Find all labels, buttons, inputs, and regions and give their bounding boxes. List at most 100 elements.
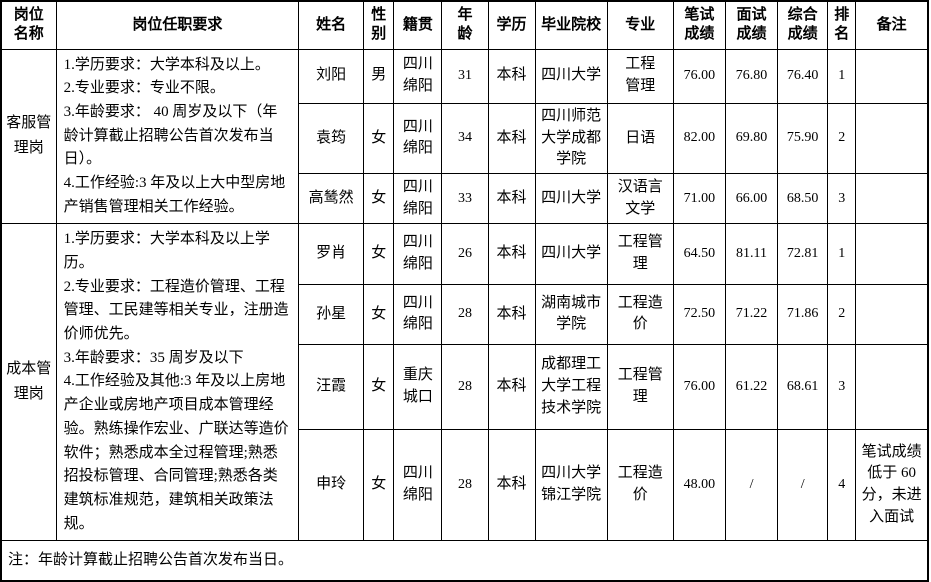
cell-school: 成都理工 大学工程 技术学院 xyxy=(534,344,608,431)
cell-rank: 2 xyxy=(827,102,857,175)
cell-rank: 2 xyxy=(827,283,857,346)
cell-education: 本科 xyxy=(487,344,536,431)
cell-hometown: 四川 绵阳 xyxy=(393,102,443,175)
cell-overall-score: 68.61 xyxy=(777,344,829,431)
col-header-major: 专业 xyxy=(606,0,674,50)
footer-note: 注：年龄计算截止招聘公告首次发布当日。 xyxy=(0,540,929,582)
cell-name: 袁筠 xyxy=(298,102,365,175)
table-row: 高鸶然 女 四川 绵阳 33 本科 四川大学 汉语言 文学 71.00 66.0… xyxy=(1,173,929,225)
col-header-name: 姓名 xyxy=(298,0,365,50)
cell-overall-score: 68.50 xyxy=(777,173,829,225)
cell-education: 本科 xyxy=(487,429,536,542)
cell-overall-score: 76.40 xyxy=(777,48,829,104)
cell-written-score: 64.50 xyxy=(672,223,726,285)
cell-requirements-group-2: 1.学历要求：大学本科及以上学历。 2.专业要求：工程造价管理、工程管理、工民建… xyxy=(55,223,300,542)
cell-position-group-2: 成本管理岗 xyxy=(0,223,57,542)
cell-name: 申玲 xyxy=(298,429,365,542)
cell-interview-score: 76.80 xyxy=(724,48,779,104)
cell-age: 28 xyxy=(441,344,489,431)
table-row: 汪霞 女 重庆 城口 28 本科 成都理工 大学工程 技术学院 工程管 理 76… xyxy=(1,344,929,431)
cell-education: 本科 xyxy=(487,223,536,285)
footer-note-row: 注：年龄计算截止招聘公告首次发布当日。 xyxy=(0,540,929,582)
cell-written-score: 82.00 xyxy=(672,102,726,175)
col-header-written-score: 笔试 成绩 xyxy=(672,0,726,50)
cell-major: 日语 xyxy=(606,102,674,175)
cell-age: 28 xyxy=(441,283,489,346)
cell-name: 汪霞 xyxy=(298,344,365,431)
cell-overall-score: / xyxy=(777,429,829,542)
cell-remark xyxy=(855,283,929,346)
cell-rank: 3 xyxy=(827,173,857,225)
cell-education: 本科 xyxy=(487,48,536,104)
cell-gender: 女 xyxy=(363,173,395,225)
col-header-interview-score: 面试 成绩 xyxy=(724,0,779,50)
cell-remark xyxy=(855,173,929,225)
cell-position-group-1: 客服管理岗 xyxy=(0,48,57,225)
cell-gender: 女 xyxy=(363,102,395,175)
cell-gender: 女 xyxy=(363,223,395,285)
cell-major: 汉语言 文学 xyxy=(606,173,674,225)
cell-rank: 1 xyxy=(827,48,857,104)
cell-written-score: 76.00 xyxy=(672,344,726,431)
cell-remark xyxy=(855,223,929,285)
cell-hometown: 四川 绵阳 xyxy=(393,48,443,104)
cell-interview-score: 66.00 xyxy=(724,173,779,225)
cell-written-score: 71.00 xyxy=(672,173,726,225)
col-header-rank: 排 名 xyxy=(827,0,857,50)
cell-remark xyxy=(855,48,929,104)
cell-name: 罗肖 xyxy=(298,223,365,285)
cell-age: 26 xyxy=(441,223,489,285)
cell-major: 工程管 理 xyxy=(606,344,674,431)
cell-hometown: 四川 绵阳 xyxy=(393,173,443,225)
cell-interview-score: 69.80 xyxy=(724,102,779,175)
cell-written-score: 76.00 xyxy=(672,48,726,104)
cell-school: 四川大学 锦江学院 xyxy=(534,429,608,542)
cell-education: 本科 xyxy=(487,102,536,175)
cell-major: 工程造 价 xyxy=(606,429,674,542)
cell-name: 孙星 xyxy=(298,283,365,346)
cell-age: 28 xyxy=(441,429,489,542)
cell-education: 本科 xyxy=(487,173,536,225)
cell-remark xyxy=(855,102,929,175)
cell-requirements-group-1: 1.学历要求：大学本科及以上。 2.专业要求：专业不限。 3.年龄要求： 40 … xyxy=(55,48,300,225)
cell-major: 工程管 理 xyxy=(606,223,674,285)
cell-overall-score: 75.90 xyxy=(777,102,829,175)
cell-overall-score: 71.86 xyxy=(777,283,829,346)
cell-school: 四川大学 xyxy=(534,48,608,104)
cell-hometown: 四川 绵阳 xyxy=(393,283,443,346)
cell-interview-score: / xyxy=(724,429,779,542)
cell-age: 33 xyxy=(441,173,489,225)
cell-remark: 笔试成绩 低于 60 分，未进 入面试 xyxy=(855,429,929,542)
col-header-position-name: 岗位 名称 xyxy=(0,0,57,50)
cell-education: 本科 xyxy=(487,283,536,346)
cell-interview-score: 61.22 xyxy=(724,344,779,431)
header-row: 岗位 名称 岗位任职要求 姓名 性 别 籍贯 年 龄 学历 毕业院校 专业 笔试… xyxy=(0,0,929,50)
cell-gender: 女 xyxy=(363,429,395,542)
cell-major: 工程造 价 xyxy=(606,283,674,346)
cell-rank: 1 xyxy=(827,223,857,285)
cell-interview-score: 81.11 xyxy=(724,223,779,285)
cell-written-score: 72.50 xyxy=(672,283,726,346)
cell-gender: 女 xyxy=(363,344,395,431)
cell-school: 湖南城市 学院 xyxy=(534,283,608,346)
col-header-hometown: 籍贯 xyxy=(393,0,443,50)
cell-school: 四川大学 xyxy=(534,173,608,225)
cell-overall-score: 72.81 xyxy=(777,223,829,285)
table-row: 孙星 女 四川 绵阳 28 本科 湖南城市 学院 工程造 价 72.50 71.… xyxy=(1,283,929,346)
cell-major: 工程 管理 xyxy=(606,48,674,104)
col-header-education: 学历 xyxy=(487,0,536,50)
col-header-requirements: 岗位任职要求 xyxy=(55,0,300,50)
col-header-age: 年 龄 xyxy=(441,0,489,50)
cell-remark xyxy=(855,344,929,431)
cell-rank: 3 xyxy=(827,344,857,431)
col-header-remark: 备注 xyxy=(855,0,929,50)
cell-gender: 男 xyxy=(363,48,395,104)
col-header-school: 毕业院校 xyxy=(534,0,608,50)
cell-school: 四川大学 xyxy=(534,223,608,285)
cell-age: 34 xyxy=(441,102,489,175)
cell-hometown: 四川 绵阳 xyxy=(393,223,443,285)
col-header-overall-score: 综合 成绩 xyxy=(777,0,829,50)
cell-rank: 4 xyxy=(827,429,857,542)
cell-gender: 女 xyxy=(363,283,395,346)
